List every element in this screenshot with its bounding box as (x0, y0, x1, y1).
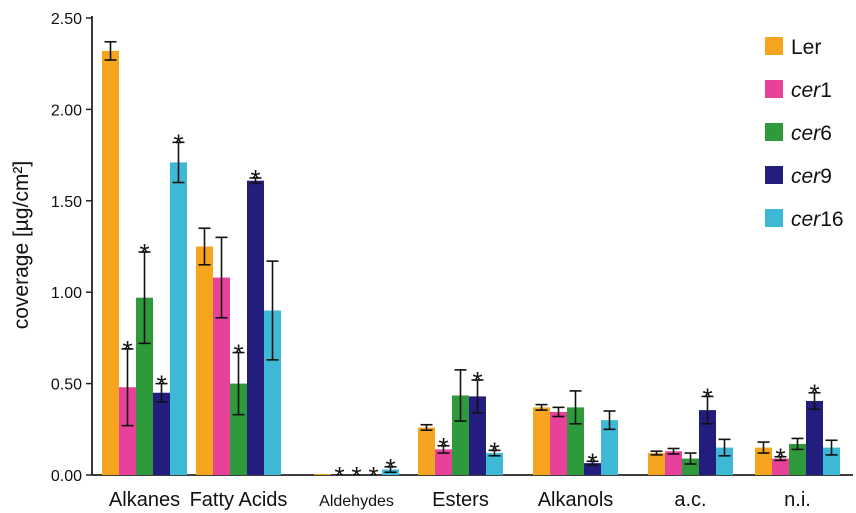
bar (196, 246, 213, 475)
legend-swatch (765, 80, 783, 98)
x-tick-label: Fatty Acids (190, 489, 288, 511)
legend-label: cer1 (791, 79, 832, 102)
bar (789, 443, 806, 475)
y-tick-label: 1.50 (51, 194, 82, 211)
bar (119, 387, 136, 475)
legend-label: cer6 (791, 122, 832, 145)
bar (584, 463, 601, 475)
bar (648, 453, 665, 475)
significance-star: * (702, 382, 712, 412)
legend-label: cer16 (791, 208, 844, 231)
significance-star: * (173, 128, 183, 158)
x-tick-label: Esters (432, 489, 489, 511)
significance-star: * (233, 339, 243, 369)
bar (247, 180, 264, 475)
significance-star: * (587, 447, 597, 477)
significance-star: * (139, 238, 149, 268)
bar (264, 310, 281, 475)
bar (665, 451, 682, 475)
legend-swatch (765, 166, 783, 184)
bar (772, 458, 789, 475)
bar (452, 395, 469, 475)
y-tick-label: 2.00 (51, 102, 82, 119)
significance-star: * (351, 461, 361, 491)
significance-star: * (122, 335, 132, 365)
y-tick-label: 2.50 (51, 11, 82, 28)
significance-star: * (368, 461, 378, 491)
bar (435, 449, 452, 475)
y-tick-label: 1.00 (51, 285, 82, 302)
significance-star: * (775, 443, 785, 473)
significance-star: * (156, 370, 166, 400)
significance-star: * (250, 164, 260, 194)
legend-swatch (765, 37, 783, 55)
bar (699, 410, 716, 475)
legend-label: cer9 (791, 165, 832, 188)
bar (213, 277, 230, 475)
x-tick-label: n.i. (784, 489, 811, 511)
bar (102, 50, 119, 476)
bar (550, 411, 567, 475)
bar (153, 392, 170, 475)
bar (486, 453, 503, 475)
significance-markers-group: ******* * * **** **** (122, 128, 819, 491)
legend-swatch (765, 209, 783, 227)
bar (230, 383, 247, 475)
legend-label: Ler (791, 36, 821, 59)
significance-star: * (334, 461, 344, 491)
significance-star: * (385, 453, 395, 483)
bar (716, 447, 733, 475)
bar (418, 427, 435, 475)
x-axis-labels: Alkanes Fatty Acids Aldehydes Esters Alkanol… (109, 489, 811, 511)
bar (755, 447, 772, 475)
significance-star: * (438, 432, 448, 462)
y-tick-label: 0.00 (51, 468, 82, 485)
bar (469, 396, 486, 475)
bar (136, 297, 153, 475)
y-axis-title: coverage [µg/cm²] (10, 161, 33, 330)
bar (533, 407, 550, 475)
significance-star: * (472, 366, 482, 396)
x-tick-label: a.c. (674, 489, 706, 511)
significance-star: * (809, 379, 819, 409)
legend: Ler cer1 cer6 cer9 cer16 (765, 36, 844, 231)
bar (601, 420, 618, 475)
bar (682, 458, 699, 475)
legend-swatch (765, 123, 783, 141)
bars-group (102, 50, 840, 476)
x-tick-label: Alkanes (109, 489, 180, 511)
x-tick-label: Alkanols (538, 489, 614, 511)
x-tick-label: Aldehydes (319, 493, 394, 510)
bar (806, 400, 823, 475)
error-bars-group (104, 40, 838, 474)
bar (170, 162, 187, 476)
y-tick-label: 0.50 (51, 377, 82, 394)
bar (314, 474, 331, 475)
significance-star: * (489, 436, 499, 466)
